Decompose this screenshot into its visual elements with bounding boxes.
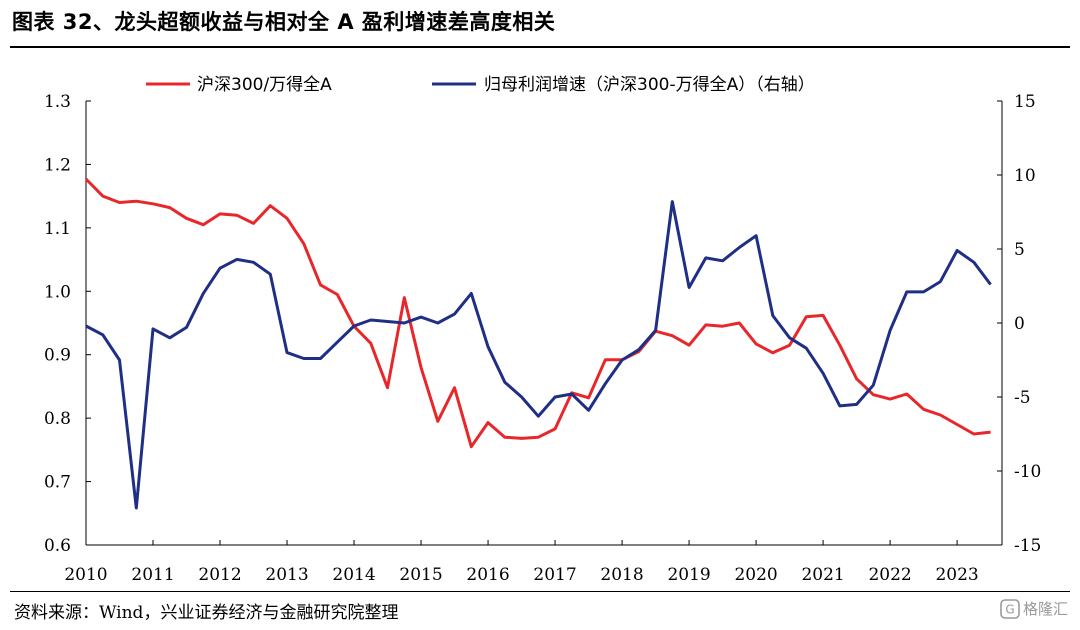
- y-right-tick-label: 10: [1014, 166, 1036, 186]
- watermark-text: 格隆汇: [1022, 600, 1068, 618]
- legend-label-series-1: 沪深300/万得全A: [197, 75, 332, 95]
- legend-label-series-2: 归母利润增速（沪深300-万得全A）（右轴）: [484, 75, 815, 95]
- y-left-tick-label: 1.2: [44, 155, 71, 175]
- y-left-tick-label: 0.7: [44, 473, 71, 493]
- source-note: 资料来源：Wind，兴业证券经济与金融研究院整理: [14, 603, 399, 623]
- series-group: [84, 177, 992, 510]
- title-rule: [10, 46, 1070, 48]
- y-left-tick-label: 0.6: [44, 536, 71, 556]
- axes: 0.6 0.7 0.8 0.9 1.0 1.1 1.2 1.3 -15 -10 -5 0 5 10 15 20…: [44, 92, 1041, 585]
- watermark: G 格隆汇: [1000, 598, 1068, 619]
- y-left-tick-label: 1.3: [44, 92, 71, 112]
- series-line-2: [85, 200, 992, 510]
- x-tick-label: 2013: [265, 565, 308, 585]
- y-right-tick-label: 0: [1014, 314, 1025, 334]
- y-right-tick-label: 5: [1014, 240, 1025, 260]
- x-tick-label: 2015: [399, 565, 442, 585]
- y-left-tick-label: 1.0: [44, 282, 71, 302]
- x-tick-label: 2019: [667, 565, 710, 585]
- source-rule: [10, 591, 1070, 592]
- legend: 沪深300/万得全A 归母利润增速（沪深300-万得全A）（右轴）: [146, 75, 815, 95]
- y-right-tick-label: -15: [1014, 536, 1041, 556]
- y-right-tick-label: -5: [1014, 388, 1031, 408]
- y-left-tick-label: 1.1: [44, 219, 71, 239]
- x-tick-label: 2012: [198, 565, 241, 585]
- x-tick-label: 2021: [801, 565, 844, 585]
- series-line-1: [84, 177, 991, 449]
- x-tick-label: 2016: [466, 565, 509, 585]
- x-tick-label: 2010: [64, 565, 107, 585]
- watermark-logo-icon: G: [1000, 598, 1020, 619]
- y-right-tick-label: -10: [1014, 462, 1041, 482]
- y-right-tick-label: 15: [1014, 92, 1036, 112]
- x-tick-label: 2020: [734, 565, 777, 585]
- x-tick-label: 2018: [600, 565, 643, 585]
- x-tick-label: 2014: [332, 565, 375, 585]
- x-tick-label: 2022: [868, 565, 911, 585]
- x-tick-label: 2023: [935, 565, 978, 585]
- y-left-tick-label: 0.8: [44, 409, 71, 429]
- svg-text:G: G: [1005, 602, 1014, 616]
- x-tick-label: 2011: [131, 565, 174, 585]
- figure-title: 图表 32、龙头超额收益与相对全 A 盈利增速差高度相关: [12, 10, 556, 34]
- y-left-tick-label: 0.9: [44, 346, 71, 366]
- x-tick-label: 2017: [533, 565, 576, 585]
